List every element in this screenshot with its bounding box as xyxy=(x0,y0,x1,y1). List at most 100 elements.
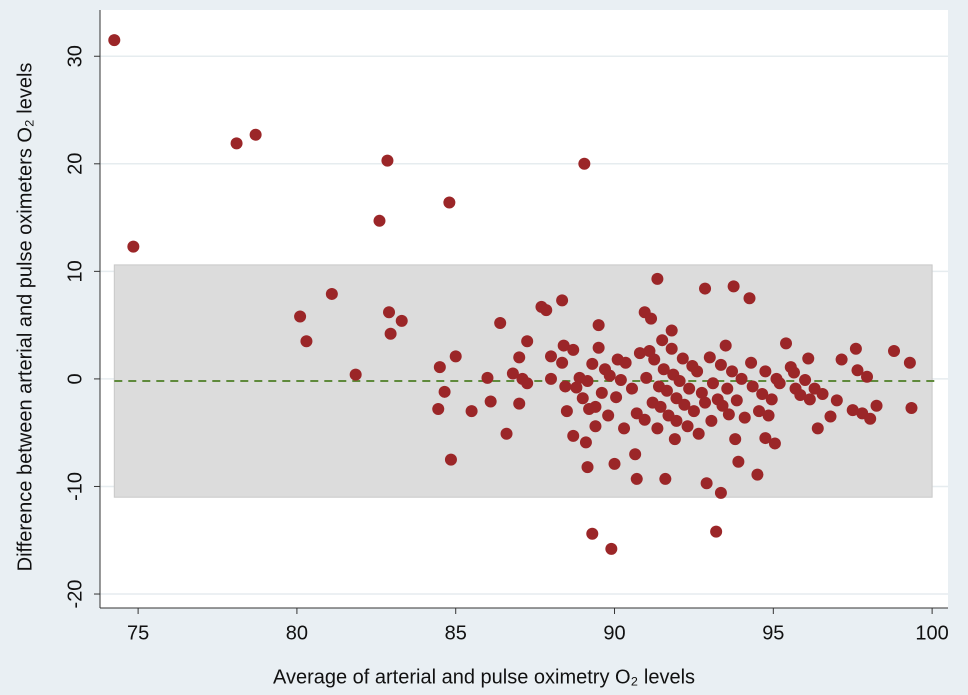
point xyxy=(108,34,121,47)
point xyxy=(864,412,877,425)
point xyxy=(727,280,740,293)
point xyxy=(645,312,658,325)
point xyxy=(681,420,694,433)
y-tick-label: 0 xyxy=(64,373,86,384)
point xyxy=(300,335,313,348)
point xyxy=(610,391,623,404)
point xyxy=(719,339,732,352)
point xyxy=(559,380,572,393)
point xyxy=(608,457,621,470)
point xyxy=(651,422,664,435)
point xyxy=(521,335,534,348)
point xyxy=(787,366,800,379)
point xyxy=(721,382,734,395)
point xyxy=(484,395,497,408)
point xyxy=(614,373,627,386)
point xyxy=(657,363,670,376)
point xyxy=(816,387,829,400)
point xyxy=(768,437,781,450)
x-tick-label: 100 xyxy=(915,622,948,644)
point xyxy=(692,427,705,440)
x-tick-label: 95 xyxy=(762,622,784,644)
point xyxy=(630,472,643,485)
point xyxy=(481,371,494,384)
point xyxy=(656,334,669,347)
point xyxy=(294,310,307,323)
point xyxy=(557,339,570,352)
point xyxy=(592,341,605,354)
point xyxy=(759,432,772,445)
point xyxy=(794,389,807,402)
point xyxy=(249,128,262,141)
point xyxy=(513,397,526,410)
y-tick-label: -20 xyxy=(64,580,86,609)
point xyxy=(670,392,683,405)
point xyxy=(673,375,686,388)
point xyxy=(619,356,632,369)
point xyxy=(676,352,689,365)
point xyxy=(638,413,651,426)
point xyxy=(465,405,478,418)
point xyxy=(830,394,843,407)
point xyxy=(651,272,664,285)
y-tick-label: 30 xyxy=(64,45,86,67)
point xyxy=(759,365,772,378)
point xyxy=(540,304,553,317)
point xyxy=(903,356,916,369)
point xyxy=(648,353,661,366)
point xyxy=(716,399,729,412)
point xyxy=(603,369,616,382)
point xyxy=(521,377,534,390)
point xyxy=(579,436,592,449)
point xyxy=(629,448,642,461)
point xyxy=(494,316,507,329)
point xyxy=(570,381,583,394)
point xyxy=(762,409,775,422)
point xyxy=(589,400,602,413)
point xyxy=(803,393,816,406)
point xyxy=(706,377,719,390)
point xyxy=(726,365,739,378)
point xyxy=(753,405,766,418)
point xyxy=(765,393,778,406)
point xyxy=(630,407,643,420)
point xyxy=(678,398,691,411)
point xyxy=(835,353,848,366)
point xyxy=(699,396,712,409)
point xyxy=(383,306,396,319)
point xyxy=(714,358,727,371)
point xyxy=(802,352,815,365)
x-tick-label: 85 xyxy=(445,622,467,644)
point xyxy=(905,401,918,414)
point xyxy=(560,405,573,418)
point xyxy=(581,375,594,388)
point xyxy=(756,387,769,400)
point xyxy=(449,350,462,363)
point xyxy=(395,314,408,327)
point xyxy=(605,542,618,555)
point xyxy=(668,433,681,446)
point xyxy=(438,385,451,398)
point xyxy=(325,287,338,300)
x-axis-label: Average of arterial and pulse oximetry O… xyxy=(273,666,695,688)
point xyxy=(618,422,631,435)
point xyxy=(846,404,859,417)
point xyxy=(687,405,700,418)
point xyxy=(384,327,397,340)
point xyxy=(595,386,608,399)
point xyxy=(633,347,646,360)
point xyxy=(729,433,742,446)
point xyxy=(544,372,557,385)
point xyxy=(851,364,864,377)
y-tick-label: -10 xyxy=(64,472,86,501)
point xyxy=(640,371,653,384)
point xyxy=(433,361,446,374)
point xyxy=(705,414,718,427)
point xyxy=(751,468,764,481)
point xyxy=(556,356,569,369)
point xyxy=(589,420,602,433)
point xyxy=(746,380,759,393)
point xyxy=(127,240,140,253)
